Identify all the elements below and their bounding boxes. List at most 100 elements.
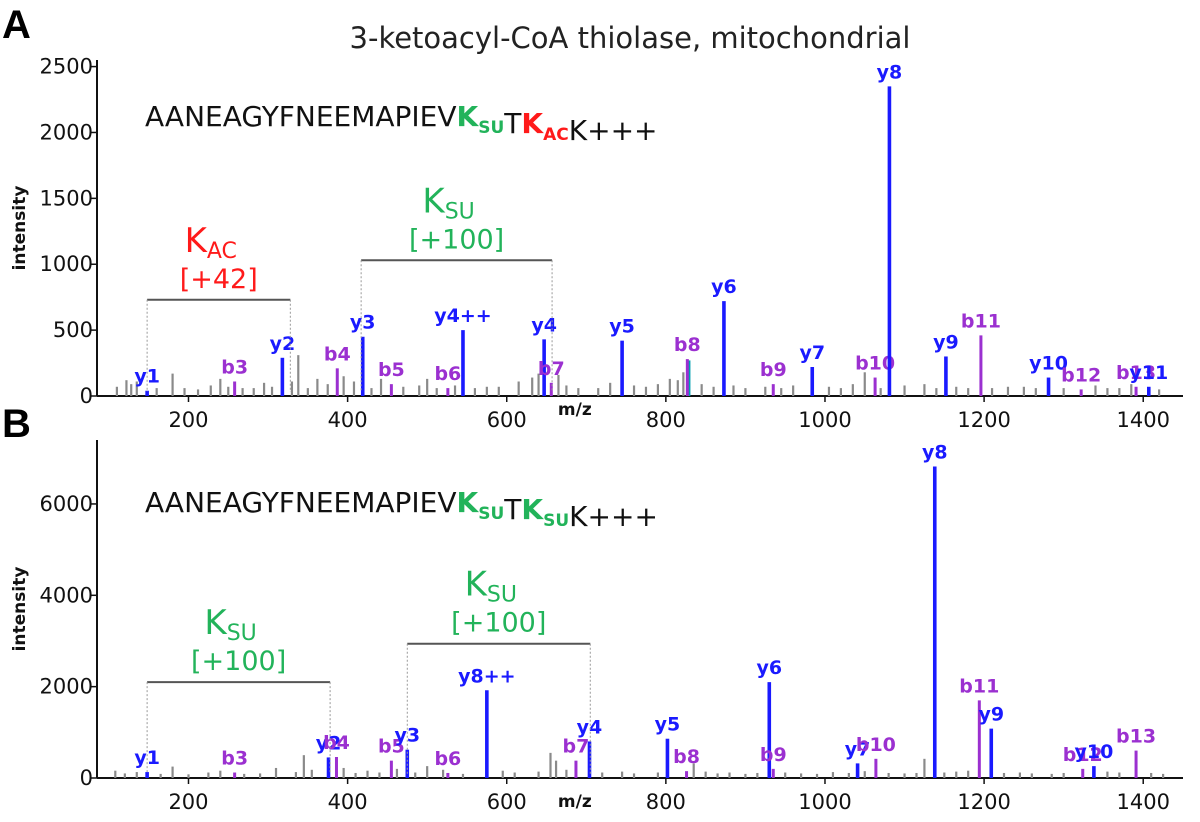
peak-label: y3	[350, 312, 376, 334]
bracket-residue: KSU	[204, 603, 256, 646]
peak-label: y8	[922, 441, 948, 463]
bracket-residue: KAC	[185, 221, 237, 264]
peak-label: y6	[711, 276, 737, 298]
x-tick-label: 1400	[1116, 790, 1169, 814]
sequence-segment: K	[521, 107, 544, 140]
peak-label: b3	[221, 748, 248, 770]
peak-label: b8	[673, 746, 700, 768]
peptide-sequence: AANEAGYFNEEMAPIEVKSUTKACK+++	[145, 100, 658, 147]
panel-letter: B	[2, 402, 31, 446]
y-tick-label: 2000	[40, 120, 93, 144]
peak-label: y4++	[434, 305, 491, 327]
peak-label: b6	[434, 363, 461, 385]
sequence-segment: K+++	[569, 500, 658, 533]
y-tick-label: 4000	[40, 583, 93, 607]
x-tick-label: 1200	[957, 408, 1010, 432]
peak-label: b4	[324, 343, 351, 365]
sequence-modification: AC	[543, 125, 569, 145]
bracket-residue-letter: K	[185, 221, 209, 261]
x-tick-label: 200	[168, 790, 208, 814]
peak-label: y10	[1029, 353, 1068, 375]
bracket-residue: KSU	[465, 565, 517, 608]
x-tick-label: 1000	[798, 790, 851, 814]
bracket-mass-shift: [+42]	[180, 264, 258, 295]
peak-label: y9	[933, 331, 959, 353]
peak-label: b4	[323, 732, 350, 754]
peak-label: b11	[959, 675, 999, 697]
bracket-residue-letter: K	[204, 603, 228, 643]
x-tick-label: 800	[646, 408, 686, 432]
peak-label: b13	[1116, 362, 1156, 384]
bracket-residue-mod: AC	[207, 239, 237, 264]
peak-label: b7	[563, 736, 590, 758]
y-tick-label: 2500	[40, 55, 93, 79]
bracket-residue-mod: SU	[487, 583, 517, 608]
peak-label: y5	[609, 316, 635, 338]
bracket-mass-shift: [+100]	[191, 646, 286, 677]
peak-label: b8	[674, 334, 701, 356]
peak-label: y7	[845, 738, 871, 760]
x-tick-label: 200	[168, 408, 208, 432]
x-tick-label: 600	[487, 408, 527, 432]
x-axis-label: m/z	[558, 792, 592, 812]
sequence-segment: AANEAGYFNEEMAPIEV	[145, 100, 457, 133]
peak-label: b7	[538, 358, 565, 380]
peak-label: y3	[394, 725, 420, 747]
peak-label: y5	[655, 714, 681, 736]
peak-label: y9	[978, 704, 1004, 726]
x-tick-label: 1000	[798, 408, 851, 432]
x-tick-label: 400	[328, 408, 368, 432]
y-axis-label: intensity	[10, 567, 30, 652]
peak-label: y8	[877, 61, 903, 83]
bracket-residue: KSU	[422, 181, 474, 224]
peak-label: y4	[531, 314, 557, 336]
panel-letter: A	[2, 3, 31, 47]
y-tick-label: 500	[53, 318, 93, 342]
figure-title: 3-ketoacyl-CoA thiolase, mitochondrial	[350, 21, 911, 55]
bracket-residue-letter: K	[422, 181, 446, 221]
peak-label: b10	[856, 734, 896, 756]
bracket-residue-mod: SU	[445, 199, 475, 224]
sequence-segment: K	[521, 493, 544, 526]
x-tick-label: 1400	[1116, 408, 1169, 432]
sequence-modification: SU	[478, 118, 504, 138]
peak-label: b5	[378, 736, 405, 758]
y-axis-label: intensity	[10, 186, 30, 271]
bracket-mass-shift: [+100]	[409, 224, 504, 255]
sequence-segment: AANEAGYFNEEMAPIEV	[145, 486, 457, 519]
sequence-segment: T	[503, 493, 522, 526]
peak-label: y11	[1129, 362, 1168, 384]
peak-label: b12	[1063, 744, 1103, 766]
sequence-segment: K	[457, 100, 480, 133]
peak-label: b9	[760, 359, 787, 381]
y-tick-label: 6000	[40, 492, 93, 516]
peak-label: b3	[221, 357, 248, 379]
peak-label: b12	[1061, 364, 1101, 386]
peak-label: b6	[434, 748, 461, 770]
peak-label: b11	[961, 310, 1001, 332]
x-tick-label: 1200	[957, 790, 1010, 814]
peak-label: y10	[1074, 741, 1113, 763]
x-tick-label: 800	[646, 790, 686, 814]
y-tick-label: 2000	[40, 675, 93, 699]
sequence-modification: SU	[478, 504, 504, 524]
x-tick-label: 600	[487, 790, 527, 814]
y-tick-label: 0	[80, 384, 93, 408]
peak-label: y4	[577, 716, 603, 738]
sequence-segment: K	[457, 486, 480, 519]
sequence-modification: SU	[543, 511, 569, 531]
peak-label: y2	[270, 333, 296, 355]
peak-label: b9	[760, 744, 787, 766]
peak-label: y2	[316, 732, 342, 754]
peak-label: b13	[1116, 726, 1156, 748]
sequence-segment: K+++	[569, 114, 658, 147]
x-axis-label: m/z	[558, 400, 592, 420]
peak-label: y7	[799, 342, 825, 364]
y-tick-label: 1000	[40, 252, 93, 276]
peptide-sequence: AANEAGYFNEEMAPIEVKSUTKSUK+++	[145, 486, 658, 533]
x-tick-label: 400	[328, 790, 368, 814]
y-tick-label: 0	[80, 766, 93, 790]
peak-label: y8++	[458, 665, 515, 687]
panel-b: B 0 2000 4000 6000 200 400 600 800 1000 1200 1400 m/…	[2, 402, 1183, 814]
